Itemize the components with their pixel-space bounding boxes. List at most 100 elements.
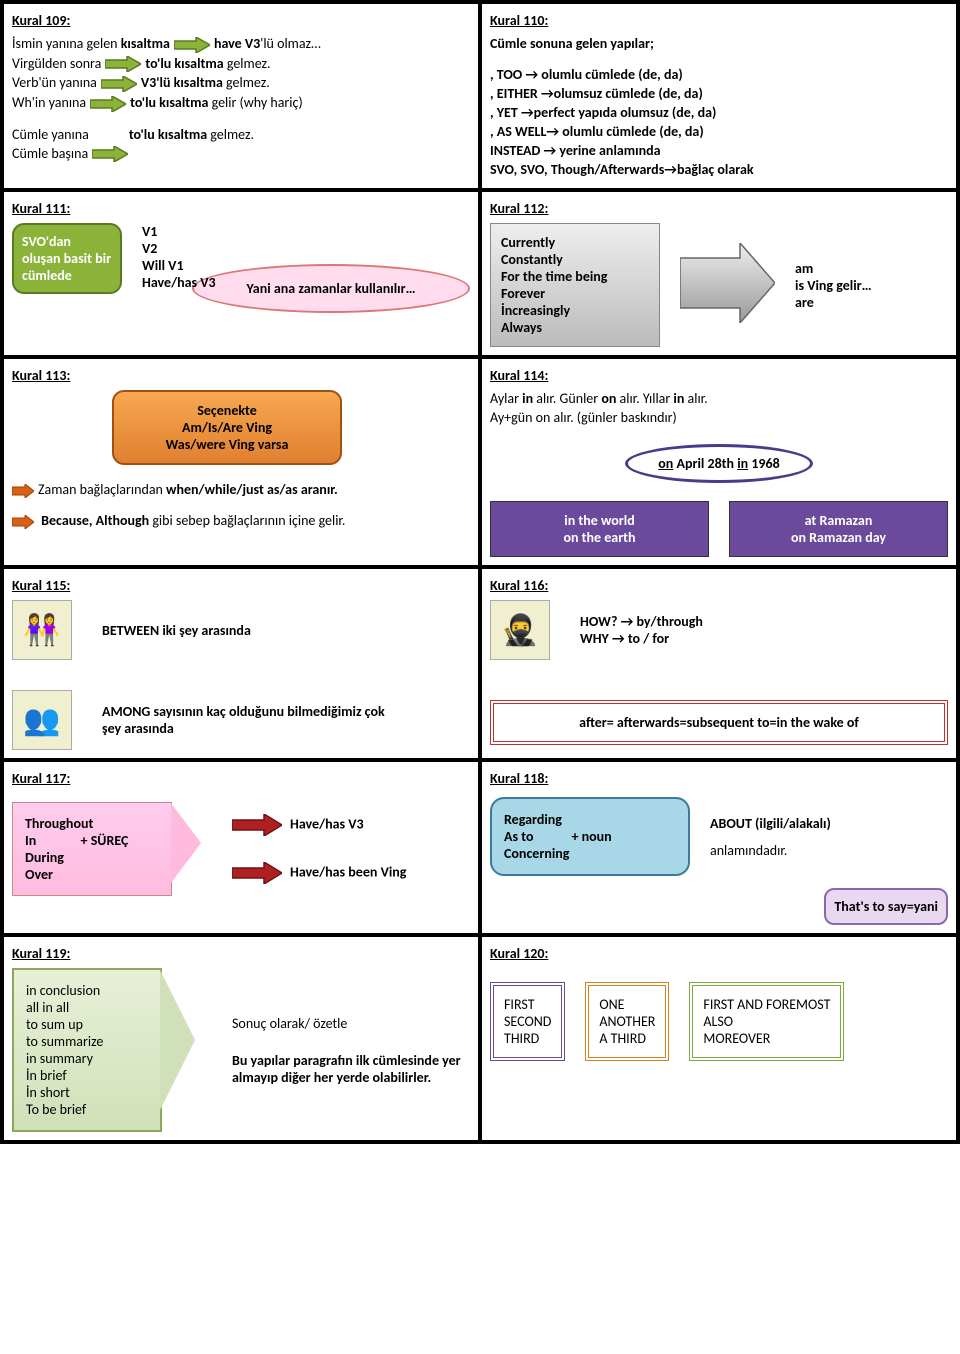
adverb-box: Currently Constantly For the time being … bbox=[490, 223, 660, 347]
arrow-icon: → bbox=[546, 123, 559, 140]
text-line: WHY → to / for bbox=[580, 630, 703, 647]
text: by/through bbox=[633, 613, 703, 630]
rule-title: Kural 112: bbox=[490, 200, 948, 217]
rule-title: Kural 116: bbox=[490, 577, 948, 594]
text: Regarding bbox=[504, 811, 676, 828]
text: kısaltma bbox=[121, 35, 170, 52]
red-arrow-icon bbox=[232, 862, 282, 884]
text: on bbox=[658, 455, 673, 472]
ordinal-box-1: FIRST SECOND THIRD bbox=[490, 982, 565, 1061]
text: Will V1 bbox=[142, 257, 216, 274]
purple-box: in the world on the earth bbox=[490, 501, 709, 557]
text: gelir (why hariç) bbox=[208, 94, 302, 111]
text: on bbox=[601, 390, 616, 407]
text: are bbox=[795, 294, 872, 311]
text: , EITHER bbox=[490, 85, 541, 102]
text: Virgülden sonra bbox=[12, 55, 101, 72]
speech-bubble: SVO'dan oluşan basit bir cümlede bbox=[12, 223, 122, 294]
text-line: Wh'in yanınato'lu kısaltma gelir (why ha… bbox=[12, 94, 470, 112]
text: AMONG sayısının kaç olduğunu bilmediğimi… bbox=[102, 703, 402, 737]
arrow-icon: → bbox=[525, 66, 538, 83]
arrow-right-icon bbox=[174, 37, 210, 53]
text: Cümle başına bbox=[12, 145, 88, 162]
arrow-right-icon bbox=[101, 76, 137, 92]
text-line: INSTEAD → yerine anlamında bbox=[490, 142, 948, 159]
text-line: , AS WELL→ olumlu cümlede (de, da) bbox=[490, 123, 948, 140]
cell-120: Kural 120: FIRST SECOND THIRD ONE ANOTHE… bbox=[480, 935, 958, 1142]
text-line: Zaman bağlaçlarından when/while/just as/… bbox=[12, 481, 470, 498]
text: gibi sebep bağlaçlarının içine gelir. bbox=[149, 512, 345, 529]
text: am bbox=[795, 260, 872, 277]
text: bağlaç olarak bbox=[677, 161, 754, 178]
text: Verb'ün yanına bbox=[12, 74, 97, 91]
text: Always bbox=[501, 319, 649, 336]
text: to'lu kısaltma bbox=[129, 126, 207, 143]
text: Am/Is/Are Ving bbox=[124, 419, 330, 436]
arrow-right-icon bbox=[92, 146, 128, 162]
text: Sonuç olarak/ özetle bbox=[232, 1015, 462, 1032]
text: to sum up bbox=[26, 1016, 148, 1033]
text-line: , TOO → olumlu cümlede (de, da) bbox=[490, 66, 948, 83]
thought-cloud: Yani ana zamanlar kullanılır… bbox=[192, 264, 470, 313]
text: During bbox=[25, 849, 159, 866]
text-line: Virgülden sonra to'lu kısaltma gelmez. bbox=[12, 55, 470, 73]
rule-title: Kural 114: bbox=[490, 367, 948, 384]
date-oval: on April 28th in 1968 bbox=[625, 444, 812, 483]
text: Have/has V3 bbox=[290, 815, 364, 832]
text: olumsuz cümlede (de, da) bbox=[554, 85, 703, 102]
cell-119: Kural 119: in conclusion all in all to s… bbox=[2, 935, 480, 1142]
rule-title: Kural 120: bbox=[490, 945, 948, 962]
text-line: Have/has V3 bbox=[232, 814, 406, 836]
result-text: am is Ving gelir… are bbox=[795, 260, 872, 311]
text: alır. bbox=[684, 390, 707, 407]
big-arrow-icon bbox=[680, 243, 775, 327]
text: Have/has been Ving bbox=[290, 863, 406, 880]
text: to'lu kısaltma bbox=[145, 55, 223, 72]
text: INSTEAD bbox=[490, 142, 544, 159]
cell-110: Kural 110: Cümle sonuna gelen yapılar; ,… bbox=[480, 2, 958, 190]
text: gelmez. bbox=[224, 55, 271, 72]
rule-title: Kural 118: bbox=[490, 770, 948, 787]
text: ANOTHER bbox=[599, 1013, 655, 1030]
text: FIRST AND FOREMOST bbox=[703, 996, 830, 1013]
text: is Ving gelir… bbox=[795, 277, 872, 294]
arrow-icon: → bbox=[544, 142, 557, 159]
text: Zaman bağlaçlarından bbox=[38, 481, 166, 498]
text: Cümle sonuna gelen yapılar; bbox=[490, 35, 654, 52]
text: Seçenekte bbox=[124, 402, 330, 419]
text: in summary bbox=[26, 1050, 148, 1067]
text: April 28th bbox=[673, 455, 737, 472]
rules-grid: Kural 109: İsmin yanına gelen kısaltmaha… bbox=[0, 0, 960, 1144]
cell-118: Kural 118: Regarding As to + noun Concer… bbox=[480, 760, 958, 935]
text: SECOND bbox=[504, 1013, 551, 1030]
text: As to + noun bbox=[504, 828, 676, 845]
text: Bu yapılar paragrafın ilk cümlesinde yer… bbox=[232, 1052, 461, 1086]
red-arrow-icon bbox=[232, 814, 282, 836]
text: have V3 bbox=[214, 35, 260, 52]
text-line: , YET →perfect yapıda olumsuz (de, da) bbox=[490, 104, 948, 121]
text-line: Ay+gün on alır. (günler baskındır) bbox=[490, 409, 948, 426]
text: Have/has V3 bbox=[142, 274, 216, 291]
text: In + SÜREÇ bbox=[25, 832, 159, 849]
purple-box: at Ramazan on Ramazan day bbox=[729, 501, 948, 557]
cell-113: Kural 113: Seçenekte Am/Is/Are Ving Was/… bbox=[2, 357, 480, 567]
text: all in all bbox=[26, 999, 148, 1016]
text: when/while/just as/as aranır. bbox=[166, 481, 338, 498]
rule-title: Kural 119: bbox=[12, 945, 470, 962]
text-line: SVO, SVO, Though/Afterwards→bağlaç olara… bbox=[490, 161, 948, 178]
text: Cümle yanına bbox=[12, 126, 89, 143]
text: Aylar bbox=[490, 390, 522, 407]
text: alır. Yıllar bbox=[616, 390, 673, 407]
green-pentagon: in conclusion all in all to sum up to su… bbox=[12, 968, 162, 1132]
text: olumlu cümlede (de, da) bbox=[538, 66, 683, 83]
text: in bbox=[522, 390, 533, 407]
text: in bbox=[673, 390, 684, 407]
text: Concerning bbox=[504, 845, 676, 862]
text: ONE bbox=[599, 996, 655, 1013]
group-icon: 👥 bbox=[12, 690, 72, 750]
text-line: Cümle başına bbox=[12, 145, 470, 163]
text-line: Aylar in alır. Günler on alır. Yıllar in… bbox=[490, 390, 948, 407]
text-line: HOW? → by/through bbox=[580, 613, 703, 630]
option-box: Seçenekte Am/Is/Are Ving Was/were Ving v… bbox=[112, 390, 342, 465]
cell-116: Kural 116: 🥷 HOW? → by/through WHY → to … bbox=[480, 567, 958, 760]
